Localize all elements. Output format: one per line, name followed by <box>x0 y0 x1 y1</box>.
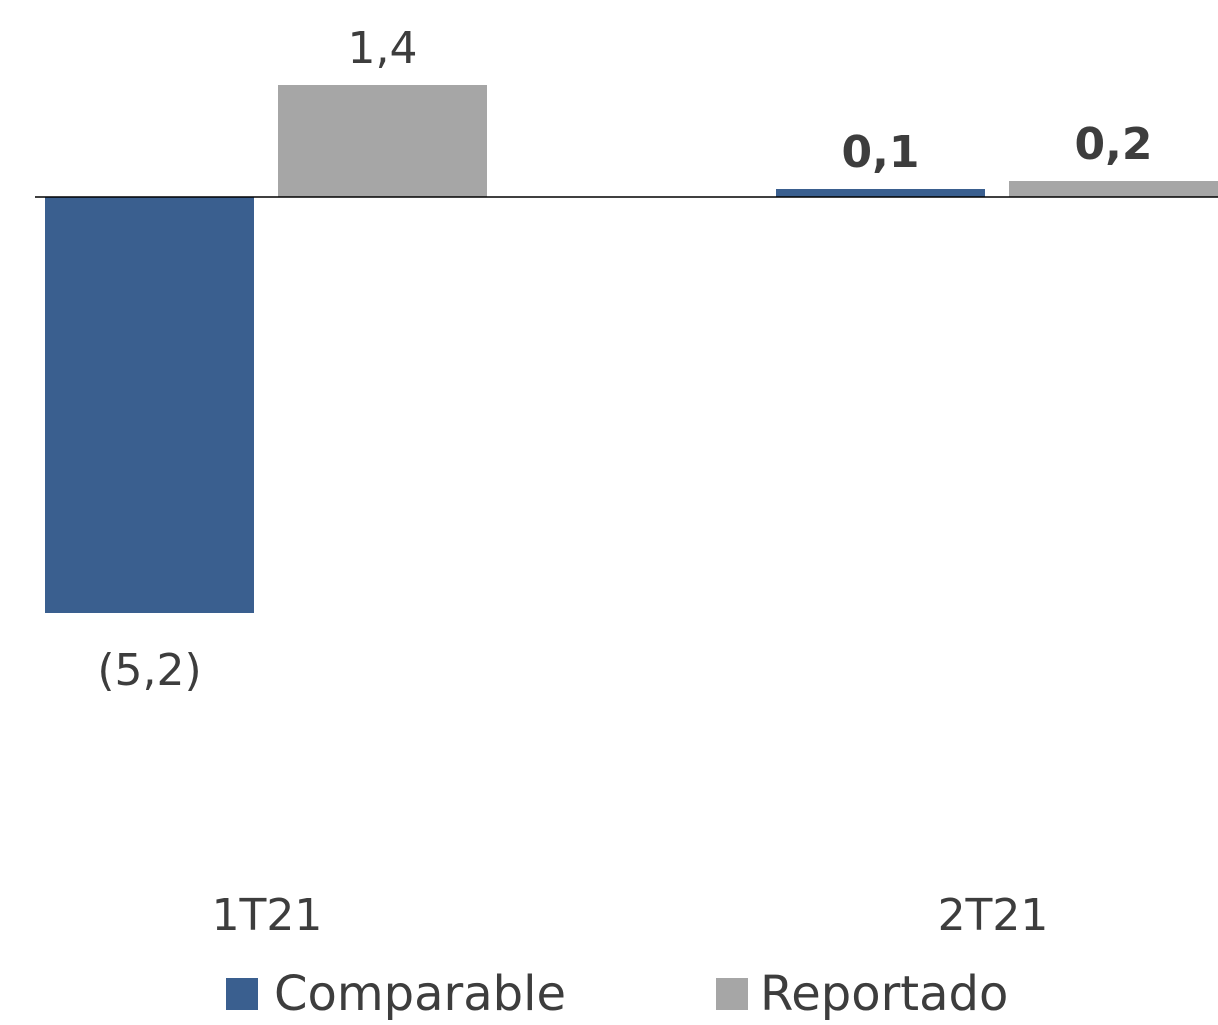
legend-swatch-comparable <box>226 978 258 1010</box>
legend-label-reportado: Reportado <box>760 966 1008 1022</box>
bar-reportado-1t21 <box>278 85 487 197</box>
category-label-2t21: 2T21 <box>938 890 1049 941</box>
bar-reportado-2t21 <box>1009 181 1218 197</box>
category-labels-layer: 1T21 2T21 <box>212 890 1049 941</box>
bar-comparable-2t21 <box>776 189 985 197</box>
legend-swatch-reportado <box>716 978 748 1010</box>
bar-comparable-1t21 <box>45 197 254 613</box>
legend-label-comparable: Comparable <box>274 966 566 1022</box>
category-label-1t21: 1T21 <box>212 890 323 941</box>
data-labels-layer: (5,2) 0,1 1,4 0,2 <box>97 23 1152 696</box>
data-label-reportado-2t21: 0,2 <box>1075 119 1153 170</box>
bars-layer <box>45 85 1218 613</box>
data-label-comparable-2t21: 0,1 <box>842 127 920 178</box>
data-label-reportado-1t21: 1,4 <box>348 23 418 74</box>
data-label-comparable-1t21: (5,2) <box>97 645 201 696</box>
legend: Comparable Reportado <box>226 966 1008 1022</box>
